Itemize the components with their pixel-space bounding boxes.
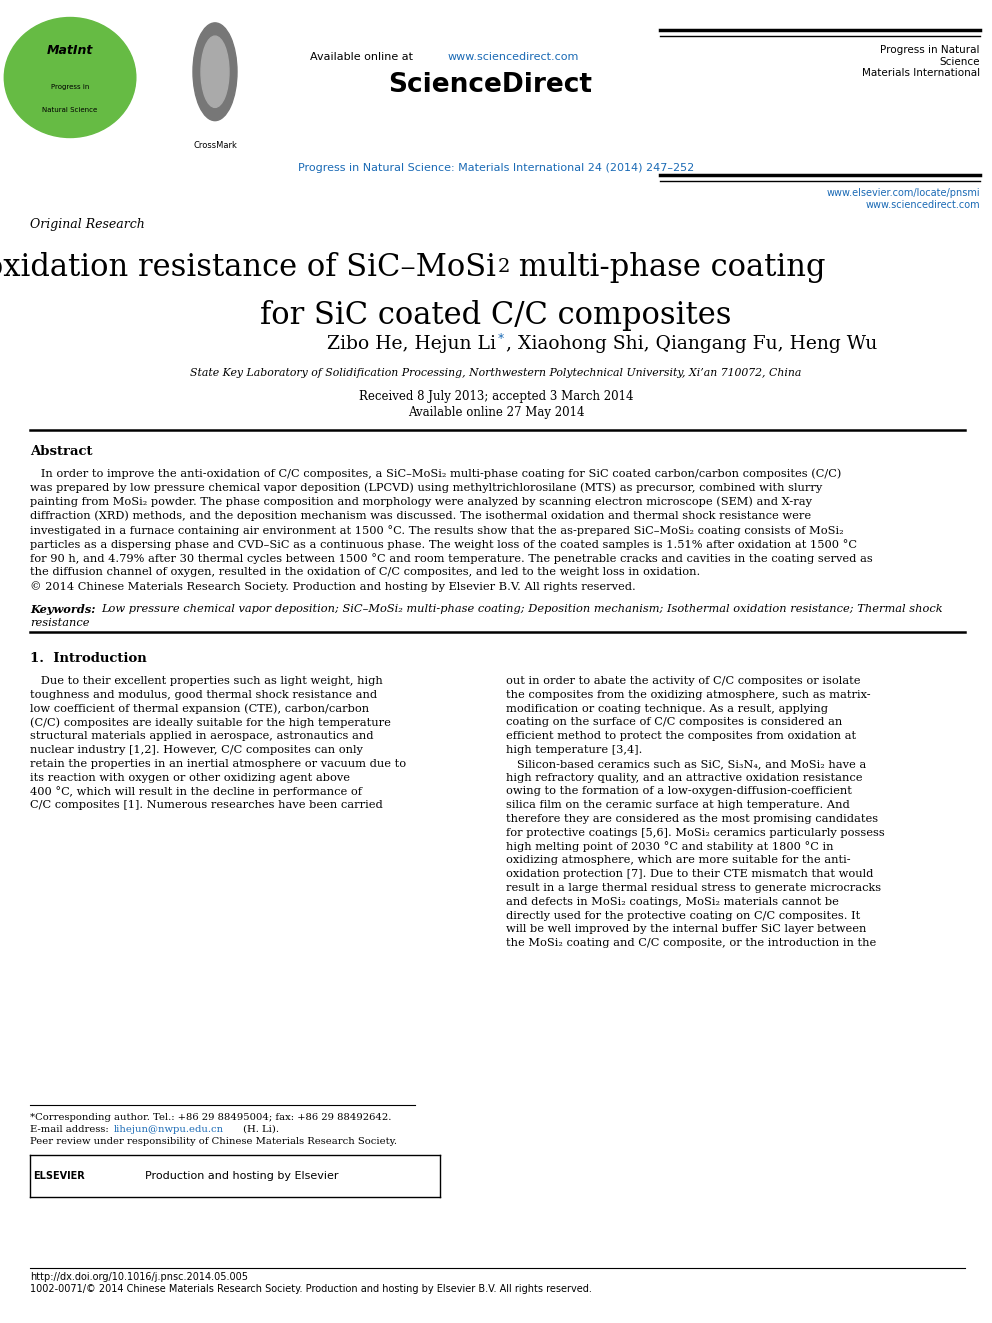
- Text: low coefficient of thermal expansion (CTE), carbon/carbon: low coefficient of thermal expansion (CT…: [30, 704, 369, 714]
- Text: for 90 h, and 4.79% after 30 thermal cycles between 1500 °C and room temperature: for 90 h, and 4.79% after 30 thermal cyc…: [30, 553, 873, 564]
- Text: for protective coatings [5,6]. MoSi₂ ceramics particularly possess: for protective coatings [5,6]. MoSi₂ cer…: [506, 828, 885, 837]
- Text: directly used for the protective coating on C/C composites. It: directly used for the protective coating…: [506, 910, 860, 921]
- Text: Original Research: Original Research: [30, 218, 145, 232]
- Text: oxidizing atmosphere, which are more suitable for the anti-: oxidizing atmosphere, which are more sui…: [506, 856, 850, 865]
- Text: lihejun@nwpu.edu.cn: lihejun@nwpu.edu.cn: [114, 1125, 224, 1134]
- Text: Progress in Natural Science: Materials International 24 (2014) 247–252: Progress in Natural Science: Materials I…: [298, 163, 694, 173]
- Text: CrossMark: CrossMark: [193, 140, 237, 149]
- Text: ELSEVIER: ELSEVIER: [33, 1171, 84, 1181]
- Text: investigated in a furnace containing air environment at 1500 °C. The results sho: investigated in a furnace containing air…: [30, 525, 843, 536]
- Text: Microstructure and oxidation resistance of SiC–MoSi: Microstructure and oxidation resistance …: [0, 251, 496, 283]
- Text: Keywords:: Keywords:: [30, 605, 95, 615]
- Text: Low pressure chemical vapor deposition; SiC–MoSi₂ multi-phase coating; Depositio: Low pressure chemical vapor deposition; …: [101, 605, 942, 614]
- Text: http://dx.doi.org/10.1016/j.pnsc.2014.05.005: http://dx.doi.org/10.1016/j.pnsc.2014.05…: [30, 1271, 248, 1282]
- Text: toughness and modulus, good thermal shock resistance and: toughness and modulus, good thermal shoc…: [30, 689, 377, 700]
- Text: 400 °C, which will result in the decline in performance of: 400 °C, which will result in the decline…: [30, 786, 362, 798]
- Text: State Key Laboratory of Solidification Processing, Northwestern Polytechnical Un: State Key Laboratory of Solidification P…: [190, 368, 802, 378]
- Text: Peer review under responsibility of Chinese Materials Research Society.: Peer review under responsibility of Chin…: [30, 1136, 397, 1146]
- Text: www.sciencedirect.com: www.sciencedirect.com: [448, 52, 579, 62]
- Text: oxidation protection [7]. Due to their CTE mismatch that would: oxidation protection [7]. Due to their C…: [506, 869, 873, 880]
- Text: www.elsevier.com/locate/pnsmi: www.elsevier.com/locate/pnsmi: [826, 188, 980, 198]
- Text: Received 8 July 2013; accepted 3 March 2014: Received 8 July 2013; accepted 3 March 2…: [359, 390, 633, 404]
- Text: the MoSi₂ coating and C/C composite, or the introduction in the: the MoSi₂ coating and C/C composite, or …: [506, 938, 876, 949]
- Text: therefore they are considered as the most promising candidates: therefore they are considered as the mos…: [506, 814, 878, 824]
- Text: Available online 27 May 2014: Available online 27 May 2014: [408, 406, 584, 419]
- Text: was prepared by low pressure chemical vapor deposition (LPCVD) using methyltrich: was prepared by low pressure chemical va…: [30, 482, 822, 492]
- Text: and defects in MoSi₂ coatings, MoSi₂ materials cannot be: and defects in MoSi₂ coatings, MoSi₂ mat…: [506, 897, 839, 906]
- Text: 1002-0071/© 2014 Chinese Materials Research Society. Production and hosting by E: 1002-0071/© 2014 Chinese Materials Resea…: [30, 1285, 592, 1294]
- Text: *Corresponding author. Tel.: +86 29 88495004; fax: +86 29 88492642.: *Corresponding author. Tel.: +86 29 8849…: [30, 1113, 392, 1122]
- Text: modification or coating technique. As a result, applying: modification or coating technique. As a …: [506, 704, 828, 713]
- Text: retain the properties in an inertial atmosphere or vacuum due to: retain the properties in an inertial atm…: [30, 759, 406, 769]
- Text: the composites from the oxidizing atmosphere, such as matrix-: the composites from the oxidizing atmosp…: [506, 689, 871, 700]
- Text: Production and hosting by Elsevier: Production and hosting by Elsevier: [145, 1171, 338, 1181]
- Text: painting from MoSi₂ powder. The phase composition and morphology were analyzed b: painting from MoSi₂ powder. The phase co…: [30, 496, 812, 507]
- Text: ScienceDirect: ScienceDirect: [388, 71, 592, 98]
- Text: , Xiaohong Shi, Qiangang Fu, Heng Wu: , Xiaohong Shi, Qiangang Fu, Heng Wu: [506, 335, 877, 353]
- Text: structural materials applied in aerospace, astronautics and: structural materials applied in aerospac…: [30, 732, 374, 741]
- Text: nuclear industry [1,2]. However, C/C composites can only: nuclear industry [1,2]. However, C/C com…: [30, 745, 363, 755]
- Text: (H. Li).: (H. Li).: [240, 1125, 279, 1134]
- Text: Natural Science: Natural Science: [43, 107, 97, 112]
- Text: Zibo He, Hejun Li: Zibo He, Hejun Li: [327, 335, 496, 353]
- Circle shape: [4, 17, 136, 138]
- Text: 2: 2: [498, 258, 510, 277]
- Text: *: *: [498, 332, 504, 345]
- Text: high melting point of 2030 °C and stability at 1800 °C in: high melting point of 2030 °C and stabil…: [506, 841, 833, 852]
- Text: the diffusion channel of oxygen, resulted in the oxidation of C/C composites, an: the diffusion channel of oxygen, resulte…: [30, 568, 700, 577]
- Text: high refractory quality, and an attractive oxidation resistance: high refractory quality, and an attracti…: [506, 773, 862, 783]
- Text: (C/C) composites are ideally suitable for the high temperature: (C/C) composites are ideally suitable fo…: [30, 717, 391, 728]
- Text: Abstract: Abstract: [30, 445, 92, 458]
- Text: 1.  Introduction: 1. Introduction: [30, 652, 147, 665]
- Text: owing to the formation of a low-oxygen-diffusion-coefficient: owing to the formation of a low-oxygen-d…: [506, 786, 852, 796]
- Text: Due to their excellent properties such as light weight, high: Due to their excellent properties such a…: [30, 676, 383, 687]
- Text: In order to improve the anti-oxidation of C/C composites, a SiC–MoSi₂ multi-phas: In order to improve the anti-oxidation o…: [30, 468, 841, 479]
- Text: © 2014 Chinese Materials Research Society. Production and hosting by Elsevier B.: © 2014 Chinese Materials Research Societ…: [30, 582, 636, 593]
- Text: for SiC coated C/C composites: for SiC coated C/C composites: [260, 300, 732, 331]
- Text: efficient method to protect the composites from oxidation at: efficient method to protect the composit…: [506, 732, 856, 741]
- Text: E-mail address:: E-mail address:: [30, 1125, 112, 1134]
- Ellipse shape: [193, 22, 237, 120]
- Text: high temperature [3,4].: high temperature [3,4].: [506, 745, 643, 755]
- Text: silica film on the ceramic surface at high temperature. And: silica film on the ceramic surface at hi…: [506, 800, 850, 810]
- Text: multi-phase coating: multi-phase coating: [509, 251, 825, 283]
- Ellipse shape: [201, 36, 229, 107]
- Text: coating on the surface of C/C composites is considered an: coating on the surface of C/C composites…: [506, 717, 842, 728]
- Text: Progress in Natural
Science
Materials International: Progress in Natural Science Materials In…: [862, 45, 980, 78]
- Text: www.sciencedirect.com: www.sciencedirect.com: [865, 200, 980, 210]
- Text: Available online at: Available online at: [310, 52, 417, 62]
- Text: Progress in: Progress in: [51, 85, 89, 90]
- Text: diffraction (XRD) methods, and the deposition mechanism was discussed. The isoth: diffraction (XRD) methods, and the depos…: [30, 511, 811, 521]
- Text: C/C composites [1]. Numerous researches have been carried: C/C composites [1]. Numerous researches …: [30, 800, 383, 810]
- Text: will be well improved by the internal buffer SiC layer between: will be well improved by the internal bu…: [506, 925, 866, 934]
- Text: MatInt: MatInt: [47, 44, 93, 57]
- Text: particles as a dispersing phase and CVD–SiC as a continuous phase. The weight lo: particles as a dispersing phase and CVD–…: [30, 538, 857, 550]
- Text: Silicon-based ceramics such as SiC, Si₃N₄, and MoSi₂ have a: Silicon-based ceramics such as SiC, Si₃N…: [506, 759, 866, 769]
- Text: resistance: resistance: [30, 618, 89, 628]
- Text: result in a large thermal residual stress to generate microcracks: result in a large thermal residual stres…: [506, 882, 881, 893]
- Text: its reaction with oxygen or other oxidizing agent above: its reaction with oxygen or other oxidiz…: [30, 773, 350, 783]
- Text: out in order to abate the activity of C/C composites or isolate: out in order to abate the activity of C/…: [506, 676, 860, 687]
